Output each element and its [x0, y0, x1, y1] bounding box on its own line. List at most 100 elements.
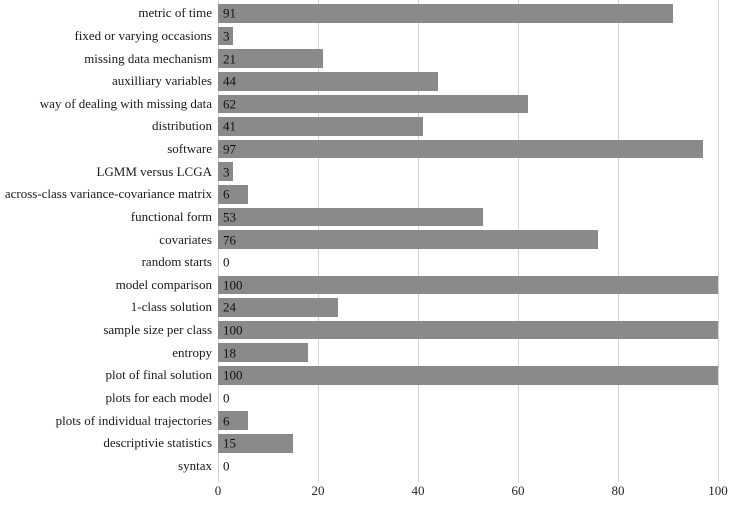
x-axis: 0 20 40 60 80 100: [214, 483, 728, 504]
bar-row: auxilliary variables 44: [0, 70, 730, 93]
bar: [218, 320, 718, 340]
bar-track: 0: [218, 455, 718, 478]
value-label: 100: [223, 277, 243, 293]
bar-track: 100: [218, 364, 718, 387]
category-label: plots for each model: [105, 389, 213, 405]
value-label: 41: [223, 118, 236, 134]
bar-track: 18: [218, 341, 718, 364]
category-label: across-class variance-covariance matrix: [4, 186, 212, 202]
bar-row: fixed or varying occasions 3: [0, 25, 730, 48]
bar: [218, 4, 673, 23]
bar-row: missing data mechanism 21: [0, 47, 730, 70]
bar-row: way of dealing with missing data 62: [0, 93, 730, 116]
value-label: 0: [223, 390, 230, 406]
category-label: way of dealing with missing data: [39, 95, 212, 111]
value-label: 6: [223, 186, 230, 202]
bar-row: entropy 18: [0, 341, 730, 364]
bar-track: 24: [218, 296, 718, 319]
category-label: distribution: [152, 118, 212, 134]
bar-track: 76: [218, 228, 718, 251]
bar: [218, 275, 718, 295]
category-label: auxilliary variables: [112, 73, 212, 89]
bar-row: descriptivie statistics 15: [0, 432, 730, 455]
category-label: missing data mechanism: [84, 50, 212, 66]
bar: [218, 71, 438, 91]
value-label: 3: [223, 28, 230, 44]
bar-row: across-class variance-covariance matrix …: [0, 183, 730, 206]
category-label: 1-class solution: [130, 299, 212, 315]
value-label: 15: [223, 435, 236, 451]
bar-row: covariates 76: [0, 228, 730, 251]
bar: [218, 117, 423, 136]
bar-row: sample size per class 100: [0, 319, 730, 342]
gridline: [618, 0, 619, 482]
bar: [218, 343, 308, 362]
bar-track: 15: [218, 432, 718, 455]
bar-row: metric of time 91: [0, 2, 730, 25]
bar-row: 1-class solution 24: [0, 296, 730, 319]
x-tick-label: 0: [214, 483, 222, 498]
bar: [218, 207, 483, 227]
bar-row: model comparison 100: [0, 274, 730, 297]
bar-track: 97: [218, 138, 718, 161]
bar-row: plots for each model 0: [0, 387, 730, 410]
bar-track: 41: [218, 115, 718, 138]
bar-track: 44: [218, 70, 718, 93]
bar: [218, 433, 293, 453]
bar: [218, 26, 233, 46]
value-label: 0: [223, 458, 230, 474]
value-label: 24: [223, 299, 236, 315]
category-label: random starts: [141, 254, 212, 270]
value-label: 6: [223, 413, 230, 429]
bar-track: 3: [218, 25, 718, 48]
bar-track: 6: [218, 183, 718, 206]
bar-row: syntax 0: [0, 455, 730, 478]
x-tick-label: 40: [411, 483, 425, 498]
value-label: 62: [223, 96, 236, 112]
bar: [218, 230, 598, 249]
category-label: plot of final solution: [105, 367, 212, 383]
value-label: 100: [223, 367, 243, 383]
category-label: functional form: [130, 208, 212, 224]
bar-track: 3: [218, 160, 718, 183]
bar-row: random starts 0: [0, 251, 730, 274]
category-label: descriptivie statistics: [103, 435, 212, 451]
category-label: software: [167, 141, 212, 157]
value-label: 76: [223, 232, 236, 248]
bar: [218, 49, 323, 68]
bar-row: LGMM versus LCGA 3: [0, 160, 730, 183]
bar-track: 100: [218, 319, 718, 342]
category-label: sample size per class: [103, 322, 212, 338]
value-label: 0: [223, 254, 230, 270]
bar-row: distribution 41: [0, 115, 730, 138]
category-label: entropy: [172, 344, 212, 360]
bar-track: 0: [218, 251, 718, 274]
value-label: 21: [223, 51, 236, 67]
bar-track: 62: [218, 93, 718, 116]
x-tick-label: 20: [311, 483, 325, 498]
bar-track: 53: [218, 206, 718, 229]
x-tick-label: 80: [611, 483, 625, 498]
bar: [218, 94, 528, 114]
bar: [218, 411, 248, 430]
bar-track: 100: [218, 274, 718, 297]
bar: [218, 366, 718, 385]
bar-row: plots of individual trajectories 6: [0, 409, 730, 432]
x-tick-label: 100: [708, 483, 728, 498]
category-label: covariates: [159, 231, 212, 247]
bar-row: plot of final solution 100: [0, 364, 730, 387]
category-label: plots of individual trajectories: [55, 412, 212, 428]
bar-row: software 97: [0, 138, 730, 161]
category-label: model comparison: [115, 276, 212, 292]
gridline: [718, 0, 719, 482]
category-label: metric of time: [138, 5, 212, 21]
value-label: 44: [223, 73, 236, 89]
value-label: 100: [223, 322, 243, 338]
bar: [218, 298, 338, 317]
bar-row: functional form 53: [0, 206, 730, 229]
x-tick-label: 60: [511, 483, 525, 498]
value-label: 3: [223, 164, 230, 180]
category-label: syntax: [178, 457, 212, 473]
value-label: 91: [223, 5, 236, 21]
